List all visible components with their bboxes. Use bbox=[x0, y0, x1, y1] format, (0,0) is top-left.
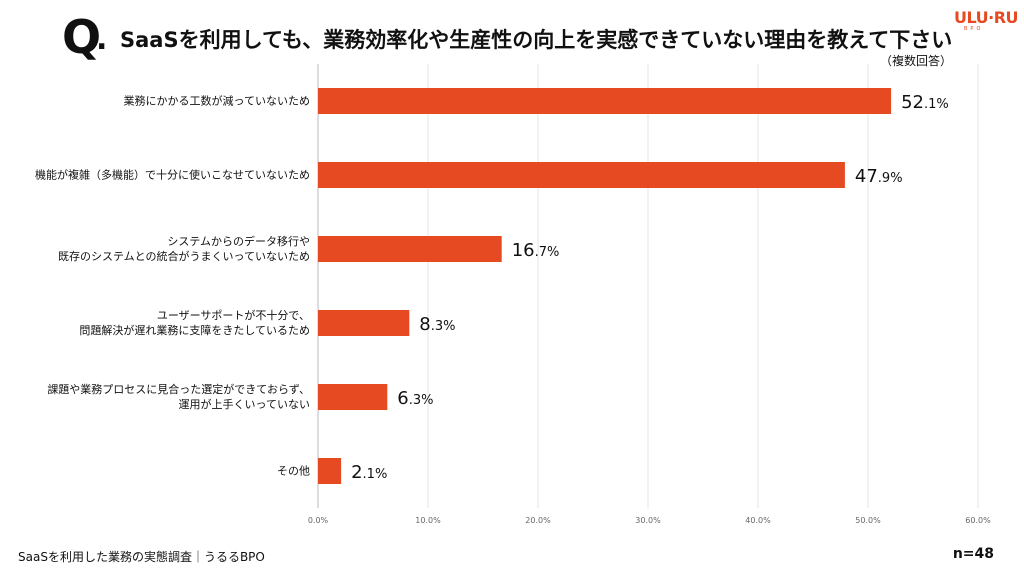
category-label-line: ユーザーサポートが不十分で、 bbox=[156, 309, 310, 322]
category-label: ユーザーサポートが不十分で、問題解決が遅れ業務に支障をきたしているため bbox=[79, 308, 310, 338]
data-label: 6.3% bbox=[397, 388, 433, 409]
category-label: その他 bbox=[277, 464, 310, 479]
data-label: 8.3% bbox=[419, 314, 455, 335]
bar bbox=[318, 384, 388, 410]
category-label-line: システムからのデータ移行や bbox=[167, 235, 310, 248]
category-label: システムからのデータ移行や既存のシステムとの統合がうまくいっていないため bbox=[58, 234, 310, 264]
category-label: 業務にかかる工数が減っていないため bbox=[124, 94, 310, 109]
q-mark: Q bbox=[62, 10, 101, 64]
q-dot: . bbox=[96, 22, 108, 57]
category-label-line: 既存のシステムとの統合がうまくいっていないため bbox=[57, 250, 310, 263]
category-label: 機能が複雑（多機能）で十分に使いこなせていないため bbox=[35, 168, 310, 183]
bar bbox=[318, 310, 410, 336]
category-label-line: その他 bbox=[277, 464, 310, 478]
category-label-line: 業務にかかる工数が減っていないため bbox=[123, 94, 310, 108]
sample-size: n=48 bbox=[952, 546, 994, 562]
multiple-answer-note: （複数回答） bbox=[880, 54, 953, 68]
bar bbox=[318, 162, 845, 188]
category-label: 課題や業務プロセスに見合った選定ができておらず、運用が上手くいっていない bbox=[47, 382, 310, 412]
category-label-line: 問題解決が遅れ業務に支障をきたしているため bbox=[79, 324, 310, 337]
data-label: 47.9% bbox=[855, 166, 903, 187]
x-tick-label: 50.0% bbox=[855, 516, 881, 525]
logo: ULU·RU bbox=[954, 8, 1019, 27]
data-label: 16.7% bbox=[512, 240, 560, 261]
bar bbox=[318, 236, 502, 262]
bar bbox=[318, 88, 892, 114]
source-footer: SaaSを利用した業務の実態調査｜うるるBPO bbox=[18, 550, 265, 564]
x-tick-label: 40.0% bbox=[745, 516, 771, 525]
category-label-line: 機能が複雑（多機能）で十分に使いこなせていないため bbox=[35, 168, 310, 182]
x-tick-label: 20.0% bbox=[525, 516, 551, 525]
x-tick-label: 0.0% bbox=[308, 516, 329, 525]
bar bbox=[318, 458, 342, 484]
logo-sub: BPO bbox=[964, 26, 984, 32]
data-label: 2.1% bbox=[351, 462, 387, 483]
x-tick-label: 10.0% bbox=[415, 516, 441, 525]
category-label-line: 課題や業務プロセスに見合った選定ができておらず、 bbox=[47, 383, 310, 396]
category-label-line: 運用が上手くいっていない bbox=[178, 398, 310, 411]
x-tick-label: 60.0% bbox=[965, 516, 991, 525]
data-label: 52.1% bbox=[901, 92, 949, 113]
x-tick-label: 30.0% bbox=[635, 516, 661, 525]
chart-title: SaaSを利用しても、業務効率化や生産性の向上を実感できていない理由を教えて下さ… bbox=[120, 28, 953, 52]
